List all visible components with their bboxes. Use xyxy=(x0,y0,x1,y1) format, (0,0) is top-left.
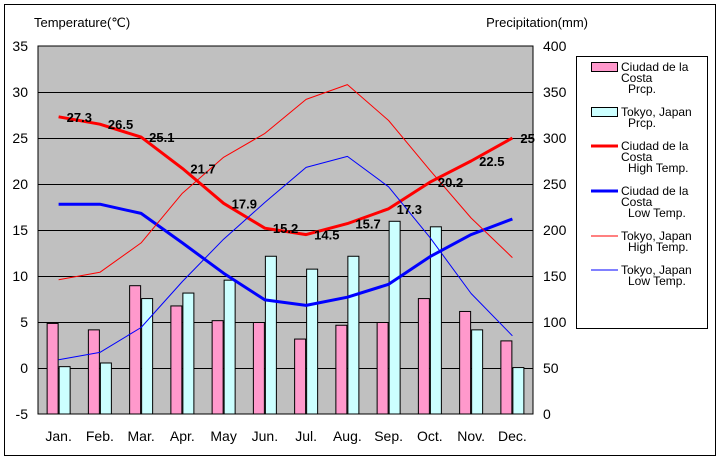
legend-label: Prcp. xyxy=(628,82,656,96)
temperature-line xyxy=(58,84,513,281)
x-tick-label: Feb. xyxy=(86,428,114,444)
legend-label: Ciudad de la xyxy=(621,184,689,198)
high-temp-data-label: 26.5 xyxy=(108,117,133,132)
high-temp-data-label: 20.2 xyxy=(438,175,463,190)
right-tick-label: 100 xyxy=(543,314,567,330)
precip-bar xyxy=(459,310,472,415)
high-temp-data-label: 25 xyxy=(520,131,534,146)
left-tick-label: -5 xyxy=(16,406,29,422)
precip-bar xyxy=(182,292,195,415)
right-tick-label: 150 xyxy=(543,268,567,284)
left-tick-label: 5 xyxy=(20,314,28,330)
precip-bar xyxy=(335,324,348,415)
legend-label: Ciudad de la xyxy=(621,139,689,153)
left-tick-label: 0 xyxy=(20,360,28,376)
right-tick-label: 350 xyxy=(543,84,567,100)
data-labels: 27.3 26.5 25.1 21.7 17.9 15.2 14.5 15.7 17.3 20.2… xyxy=(67,110,535,243)
x-tick-label: May xyxy=(210,428,236,444)
legend-label: Ciudad de la xyxy=(621,60,689,74)
high-temp-data-label: 21.7 xyxy=(190,161,215,176)
left-tick-label: 20 xyxy=(12,176,28,192)
legend-label: High Temp. xyxy=(628,161,688,175)
high-temp-data-label: 17.9 xyxy=(232,196,257,211)
legend-label: Costa xyxy=(621,195,653,209)
left-axis-ticks: -5 0 5 10 15 20 25 30 35 xyxy=(12,38,28,422)
right-tick-label: 250 xyxy=(543,176,567,192)
high-temp-data-label: 15.2 xyxy=(273,221,298,236)
legend-label: Low Temp. xyxy=(628,274,686,288)
legend-label: Costa xyxy=(621,71,653,85)
high-temp-data-label: 22.5 xyxy=(479,154,504,169)
right-axis-title: Precipitation(mm) xyxy=(486,15,588,30)
x-tick-label: Dec. xyxy=(498,428,527,444)
legend-swatch xyxy=(591,107,618,117)
x-tick-label: Jun. xyxy=(252,428,278,444)
right-axis-ticks: 0 50 100 150 200 250 300 350 400 xyxy=(543,38,567,422)
precip-bar xyxy=(388,220,401,415)
precipitation-bars xyxy=(46,220,525,415)
high-temp-data-label: 25.1 xyxy=(149,130,174,145)
high-temp-data-label: 14.5 xyxy=(314,228,339,243)
legend-box xyxy=(576,56,708,329)
x-tick-label: Oct. xyxy=(417,428,443,444)
left-tick-label: 30 xyxy=(12,84,28,100)
precip-bar xyxy=(294,338,307,415)
precip-bar xyxy=(170,305,183,415)
x-tick-label: Mar. xyxy=(128,428,155,444)
precip-bar xyxy=(376,322,389,415)
precip-bar xyxy=(512,367,525,415)
precip-bar xyxy=(417,298,430,415)
right-tick-label: 50 xyxy=(543,360,559,376)
x-axis-ticks: Jan. Feb. Mar. Apr. May Jun. Jul. Aug. Sep. Oct. N… xyxy=(45,428,526,444)
legend-swatch xyxy=(591,62,618,72)
high-temp-data-label: 17.3 xyxy=(397,202,422,217)
precip-bar xyxy=(500,340,513,415)
right-tick-label: 300 xyxy=(543,130,567,146)
legend-label: Tokyo, Japan xyxy=(621,229,692,243)
right-tick-label: 400 xyxy=(543,38,567,54)
x-tick-label: Jan. xyxy=(45,428,71,444)
left-tick-label: 35 xyxy=(12,38,28,54)
precip-bar xyxy=(347,255,360,415)
precip-bar xyxy=(211,320,224,415)
left-tick-label: 10 xyxy=(12,268,28,284)
plot-border xyxy=(37,45,534,415)
gridlines xyxy=(38,92,533,369)
legend-label: Tokyo, Japan xyxy=(621,263,692,277)
legend-label: Tokyo, Japan xyxy=(621,105,692,119)
high-temp-data-label: 27.3 xyxy=(67,110,92,125)
legend-label: High Temp. xyxy=(628,240,688,254)
legend-label: Low Temp. xyxy=(628,206,686,220)
x-tick-label: Sep. xyxy=(374,428,403,444)
temperature-line xyxy=(58,202,513,307)
precip-bar xyxy=(471,329,484,415)
high-temp-data-label: 15.7 xyxy=(355,217,380,232)
precip-bar xyxy=(46,322,59,415)
precip-bar xyxy=(129,285,142,415)
legend-label: Prcp. xyxy=(628,116,656,130)
precip-bar xyxy=(99,362,112,415)
temperature-line xyxy=(58,155,513,361)
precip-bar xyxy=(252,322,265,415)
precip-bar xyxy=(87,329,100,415)
x-tick-label: Aug. xyxy=(333,428,362,444)
precip-bar xyxy=(306,268,319,415)
legend-label: Costa xyxy=(621,150,653,164)
x-tick-label: Nov. xyxy=(457,428,485,444)
left-tick-label: 15 xyxy=(12,222,28,238)
left-tick-label: 25 xyxy=(12,130,28,146)
right-tick-label: 0 xyxy=(543,406,551,422)
precip-bar xyxy=(223,279,236,415)
precip-bar xyxy=(58,366,71,415)
precip-bar xyxy=(264,255,277,415)
x-tick-label: Jul. xyxy=(295,428,317,444)
right-tick-label: 200 xyxy=(543,222,567,238)
temperature-lines xyxy=(58,84,514,361)
x-tick-label: Apr. xyxy=(170,428,195,444)
left-axis-title: Temperature(℃) xyxy=(34,15,130,30)
